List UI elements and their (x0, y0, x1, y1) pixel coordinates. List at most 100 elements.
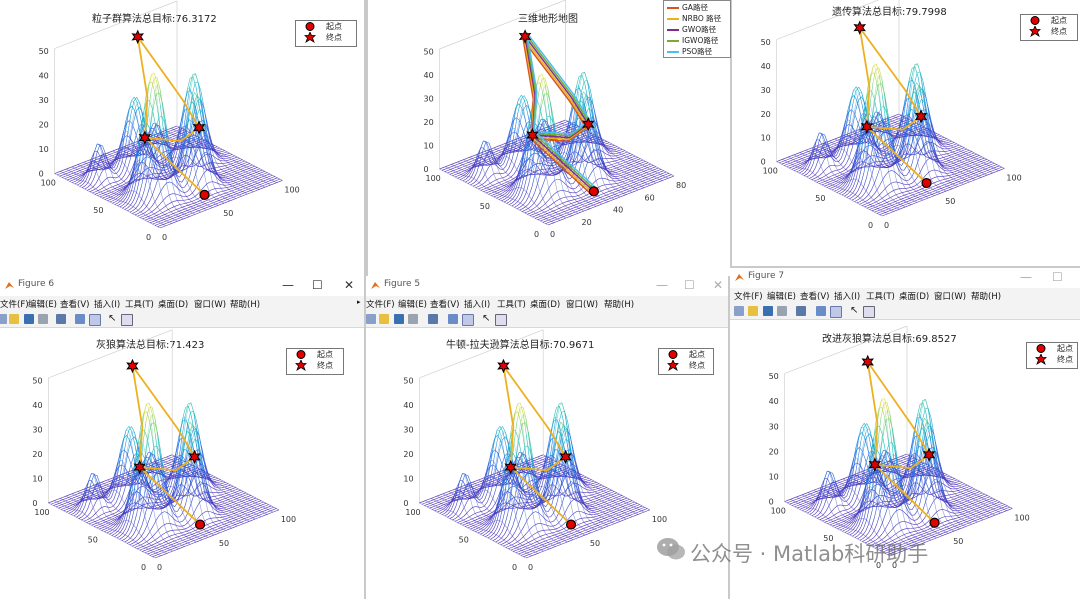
menu-tools[interactable]: 工具(T) (125, 300, 154, 310)
link-plot-icon[interactable] (796, 306, 806, 316)
menu-tools[interactable]: 工具(T) (866, 292, 895, 302)
close-button[interactable]: ✕ (344, 278, 355, 292)
save-icon[interactable] (394, 314, 404, 324)
waypoint-star-icon (922, 447, 936, 462)
open-folder-icon[interactable] (748, 306, 758, 316)
terrain-mesh (54, 73, 283, 229)
new-file-icon[interactable] (734, 306, 744, 316)
z-tick-label: 10 (403, 474, 413, 483)
z-tick-label: 0 (761, 158, 766, 167)
y-tick-label: 0 (528, 563, 533, 572)
property-inspector-icon[interactable] (121, 314, 133, 326)
pointer-icon[interactable]: ↖ (108, 313, 117, 324)
menu-file[interactable]: 文件(F) (734, 292, 763, 302)
legend-end: 终点 (1057, 355, 1073, 364)
figure-panel-pso: 粒子群算法总目标:76.3172 起点 终点 50 40 30 20 10 0 100 50 0… (0, 0, 364, 276)
waypoint-star-icon (133, 459, 146, 475)
insert-colorbar-icon[interactable] (75, 314, 85, 324)
print-icon[interactable] (38, 314, 48, 324)
insert-colorbar-icon[interactable] (816, 306, 826, 316)
z-tick-label: 20 (769, 447, 779, 456)
menu-bar: 文件(F) 编辑(E) 查看(V) 插入(I) 工具(T) 桌面(D) 窗口(W… (0, 296, 364, 311)
maximize-button[interactable]: ☐ (684, 278, 695, 292)
menu-view[interactable]: 查看(V) (60, 300, 90, 310)
minimize-button[interactable]: — (282, 278, 294, 292)
new-file-icon[interactable] (366, 314, 376, 324)
waypoint-star-icon (504, 459, 517, 475)
open-folder-icon[interactable] (379, 314, 389, 324)
insert-legend-icon[interactable] (89, 314, 101, 326)
menu-desktop[interactable]: 桌面(D) (158, 300, 189, 310)
menu-insert[interactable]: 插入(I) (464, 300, 491, 310)
z-tick-label: 50 (761, 38, 771, 47)
terrain-mesh (784, 398, 1013, 557)
link-plot-icon[interactable] (56, 314, 66, 324)
plot-title: 粒子群算法总目标:76.3172 (92, 14, 217, 25)
waypoint-star-icon (581, 117, 595, 132)
route-legend: GA路径 NRBO 路径 GWO路径 IGWO路径 PSO路径 (663, 0, 731, 58)
plot-legend: 起点 终点 (1020, 14, 1078, 41)
z-tick-label: 30 (39, 96, 49, 105)
print-icon[interactable] (777, 306, 787, 316)
window-titlebar[interactable]: Figure 7 — ☐ (730, 268, 1080, 289)
z-tick-label: 50 (39, 47, 49, 56)
pointer-icon[interactable]: ↖ (482, 313, 491, 324)
menu-insert[interactable]: 插入(I) (94, 300, 121, 310)
insert-colorbar-icon[interactable] (448, 314, 458, 324)
window-titlebar[interactable]: Figure 5 — ☐ ✕ (366, 276, 728, 297)
property-inspector-icon[interactable] (495, 314, 507, 326)
minimize-button[interactable]: — (1020, 270, 1032, 284)
menu-view[interactable]: 查看(V) (430, 300, 460, 310)
property-inspector-icon[interactable] (863, 306, 875, 318)
waypoint-star-icon (497, 358, 510, 374)
menu-help[interactable]: 帮助(H) (230, 300, 261, 310)
save-icon[interactable] (763, 306, 773, 316)
menu-edit[interactable]: 编辑(E) (28, 300, 58, 310)
legend-end: 终点 (689, 361, 705, 370)
waypoint-star-icon (138, 130, 152, 145)
minimize-button[interactable]: — (656, 278, 668, 292)
menu-file[interactable]: 文件(F) (366, 300, 395, 310)
print-icon[interactable] (408, 314, 418, 324)
insert-legend-icon[interactable] (830, 306, 842, 318)
menu-edit[interactable]: 编辑(E) (767, 292, 797, 302)
y-tick-label: 0 (884, 221, 889, 230)
route-legend-igwo: IGWO路径 (682, 36, 719, 45)
menu-window[interactable]: 窗口(W) (934, 292, 967, 302)
route-legend-nrbo: NRBO 路径 (682, 14, 722, 23)
legend-start: 起点 (1051, 16, 1067, 25)
route-path (525, 34, 596, 191)
waypoint-star-icon (192, 120, 206, 135)
maximize-button[interactable]: ☐ (1052, 270, 1063, 284)
menu-help[interactable]: 帮助(H) (971, 292, 1002, 302)
link-plot-icon[interactable] (428, 314, 438, 324)
x-tick-label: 100 (41, 179, 56, 188)
plot-legend: 起点 终点 (1026, 342, 1078, 369)
menu-desktop[interactable]: 桌面(D) (899, 292, 930, 302)
route-path (858, 27, 928, 184)
close-button[interactable]: ✕ (713, 278, 724, 292)
menu-tools[interactable]: 工具(T) (497, 300, 526, 310)
save-icon[interactable] (24, 314, 34, 324)
menu-window[interactable]: 窗口(W) (194, 300, 227, 310)
route-legend-pso: PSO路径 (682, 47, 713, 56)
waypoint-star-icon (188, 449, 201, 465)
pointer-icon[interactable]: ↖ (850, 305, 859, 316)
menu-edit[interactable]: 编辑(E) (398, 300, 428, 310)
menu-overflow-arrow-icon[interactable]: ▸ (357, 298, 361, 306)
open-folder-icon[interactable] (9, 314, 19, 324)
legend-end: 终点 (1051, 27, 1067, 36)
menu-view[interactable]: 查看(V) (800, 292, 830, 302)
menu-file[interactable]: 文件(F) (0, 300, 29, 310)
insert-legend-icon[interactable] (462, 314, 474, 326)
menu-window[interactable]: 窗口(W) (566, 300, 599, 310)
maximize-button[interactable]: ☐ (312, 278, 323, 292)
z-tick-label: 10 (761, 134, 771, 143)
menu-desktop[interactable]: 桌面(D) (530, 300, 561, 310)
window-titlebar[interactable]: Figure 6 — ☐ ✕ (0, 276, 364, 297)
figure-window-7: Figure 7 — ☐ 文件(F) 编辑(E) 查看(V) 插入(I) 工具(… (730, 268, 1080, 599)
new-file-icon[interactable] (0, 314, 7, 324)
menu-help[interactable]: 帮助(H) (604, 300, 635, 310)
menu-insert[interactable]: 插入(I) (834, 292, 861, 302)
